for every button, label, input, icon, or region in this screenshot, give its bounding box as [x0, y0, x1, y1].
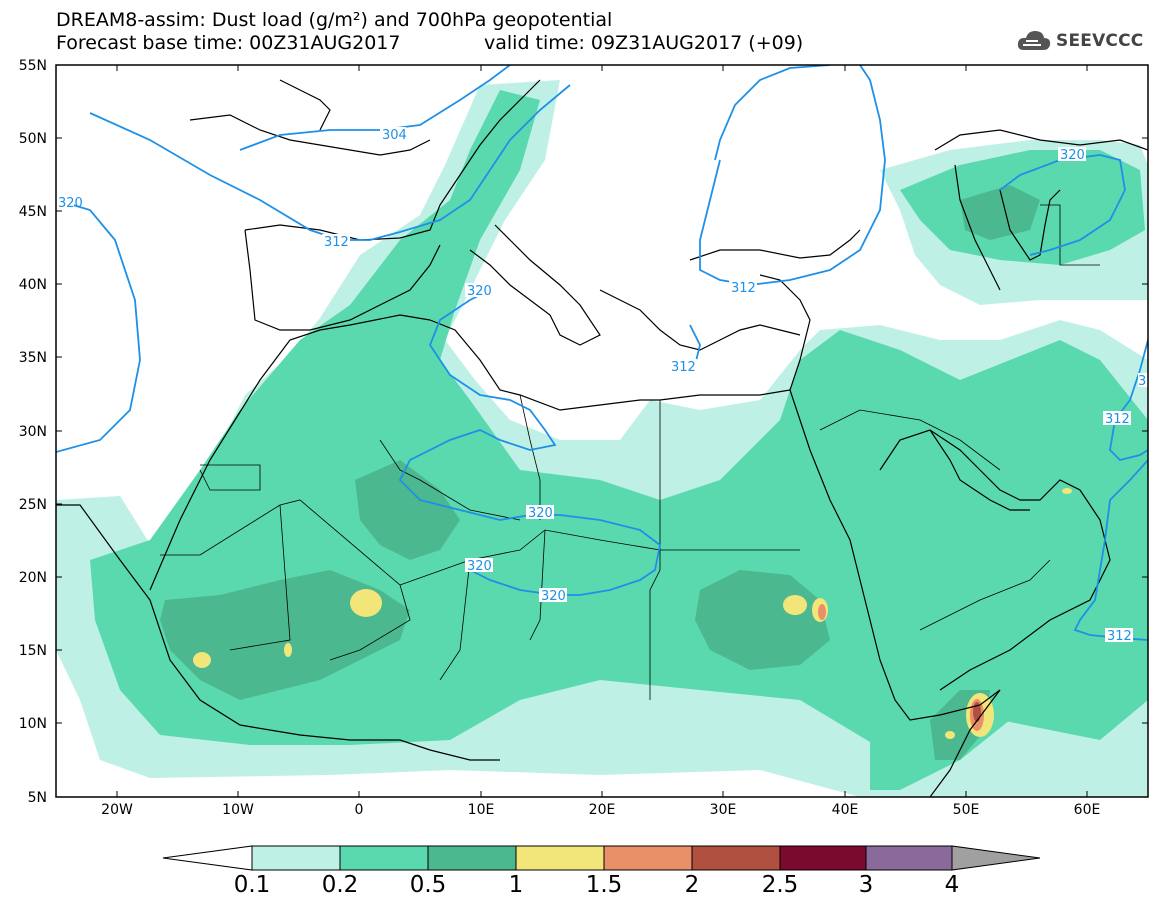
contour-label-312: 312: [671, 360, 696, 375]
colorbar-label: 1.5: [586, 872, 623, 898]
lat-label: 50N: [19, 131, 47, 147]
longitude-labels: 20W 10W 0 10E 20E 30E 40E 50E 60E: [101, 802, 1100, 818]
colorbar-label: 2: [685, 872, 700, 898]
lon-label: 50E: [953, 802, 980, 818]
colorbar-cell: [251, 845, 341, 871]
colorbar-cell: [427, 845, 517, 871]
logo-text: SEEVCCC: [1056, 31, 1144, 51]
lon-label: 10E: [468, 802, 495, 818]
map-title: DREAM8-assim: Dust load (g/m²) and 700hP…: [56, 9, 613, 31]
lat-label: 45N: [19, 204, 47, 220]
colorbar-label: 4: [945, 872, 960, 898]
lat-label: 10N: [19, 716, 47, 732]
valid-time: valid time: 09Z31AUG2017 (+09): [484, 32, 804, 54]
latitude-axis: [56, 64, 1148, 798]
lat-label: 5N: [28, 790, 47, 806]
contour-label-304: 304: [382, 128, 407, 143]
colorbar-label: 0.1: [234, 872, 271, 898]
lon-label: 20W: [101, 802, 133, 818]
coastlines: [56, 79, 1148, 797]
colorbar-label: 3: [859, 872, 874, 898]
lon-label: 30E: [710, 802, 737, 818]
colorbar-cell: [865, 845, 953, 871]
lat-label: 40N: [19, 277, 47, 293]
colorbar-cell: [162, 845, 253, 871]
lon-label: 0: [355, 802, 364, 818]
dust-field-high: [160, 185, 1040, 760]
lat-label: 30N: [19, 424, 47, 440]
contour-label-320: 320: [467, 284, 492, 299]
contour-label-320: 320: [528, 506, 553, 521]
contour-label-320: 320: [467, 559, 492, 574]
contour-label-320: 320: [1060, 148, 1085, 163]
colorbar-label: 0.2: [322, 872, 359, 898]
country-borders: [160, 204, 1100, 700]
lat-label: 55N: [19, 58, 47, 74]
dust-field-hotspots: [193, 488, 1072, 739]
lat-label: 15N: [19, 643, 47, 659]
colorbar-cell: [603, 845, 693, 871]
lon-label: 40E: [832, 802, 859, 818]
forecast-base-time: Forecast base time: 00Z31AUG2017: [56, 32, 401, 54]
contour-label-312: 312: [1107, 629, 1132, 644]
colorbar-label: 0.5: [410, 872, 447, 898]
longitude-axis: [116, 65, 1088, 797]
map-plot-area: 304 312 320 312 320 312 320 320 320 312 …: [56, 65, 1148, 797]
colorbar-cell: [515, 845, 605, 871]
contour-labels: 304 312 320 312 320 312 320 320 320 312 …: [56, 127, 1148, 644]
contour-label-312: 312: [1105, 412, 1130, 427]
colorbar-label: 2.5: [762, 872, 799, 898]
colorbar-cell: [339, 845, 429, 871]
seevccc-logo: SEEVCCC: [1016, 26, 1143, 56]
colorbar-labels: 0.1 0.2 0.5 1 1.5 2 2.5 3 4: [234, 872, 960, 898]
lon-label: 10W: [222, 802, 254, 818]
contour-label-312: 312: [731, 281, 756, 296]
cloud-icon: [1017, 31, 1051, 50]
lon-label: 20E: [589, 802, 616, 818]
colorbar-cell: [691, 845, 781, 871]
colorbar-cell: [779, 845, 867, 871]
latitude-labels: 55N 50N 45N 40N 35N 30N 25N 20N 15N 10N …: [19, 58, 47, 806]
contour-label-312: 312: [324, 235, 349, 250]
lat-label: 35N: [19, 350, 47, 366]
colorbar-label: 1: [509, 872, 524, 898]
lat-label: 20N: [19, 570, 47, 586]
contour-label-320: 320: [541, 589, 566, 604]
colorbar-cell: [951, 845, 1041, 871]
lon-label: 60E: [1074, 802, 1101, 818]
contour-label-320: 320: [58, 196, 83, 211]
lat-label: 25N: [19, 497, 47, 513]
colorbar: [162, 845, 1041, 871]
contour-label-3: 3: [1138, 374, 1146, 389]
